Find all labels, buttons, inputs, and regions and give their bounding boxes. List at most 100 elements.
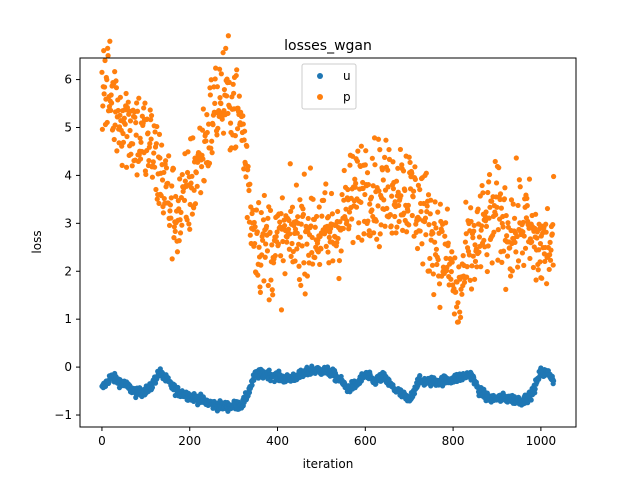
point-p: [472, 276, 478, 282]
point-p: [198, 190, 204, 196]
point-p: [269, 287, 275, 293]
point-p: [304, 241, 310, 247]
point-p: [431, 291, 437, 298]
point-p: [395, 165, 401, 171]
point-p: [99, 69, 105, 75]
point-p: [108, 92, 114, 98]
point-p: [286, 217, 292, 223]
point-p: [334, 239, 340, 246]
point-p: [383, 137, 389, 143]
point-p: [150, 159, 156, 165]
point-p: [343, 206, 349, 212]
point-p: [242, 128, 248, 134]
point-p: [360, 185, 366, 192]
y-tick-label: 3: [64, 216, 72, 230]
point-p: [209, 138, 215, 144]
point-p: [285, 226, 292, 232]
point-p: [113, 78, 119, 84]
point-p: [405, 208, 411, 214]
point-p: [496, 165, 502, 171]
point-p: [486, 215, 492, 221]
point-p: [366, 228, 372, 234]
point-p: [310, 196, 316, 202]
point-p: [312, 224, 318, 230]
point-p: [136, 95, 142, 101]
point-p: [168, 215, 174, 221]
point-p: [409, 212, 415, 219]
point-p: [221, 86, 228, 93]
point-p: [254, 229, 260, 235]
point-p: [171, 224, 177, 230]
point-p: [390, 159, 396, 165]
point-p: [125, 99, 131, 105]
point-p: [337, 219, 343, 225]
point-p: [305, 215, 311, 222]
point-p: [137, 156, 144, 162]
point-p: [426, 222, 432, 228]
point-p: [498, 205, 504, 211]
point-p: [410, 188, 417, 194]
point-p: [452, 255, 458, 261]
point-p: [265, 215, 271, 221]
point-p: [128, 151, 134, 157]
point-p: [234, 67, 240, 73]
point-u: [532, 386, 538, 392]
point-p: [264, 248, 271, 254]
point-p: [112, 122, 118, 128]
point-p: [435, 209, 441, 215]
point-p: [277, 219, 283, 225]
point-p: [163, 165, 170, 171]
point-p: [388, 223, 394, 229]
points-layer: [99, 33, 557, 414]
point-p: [133, 132, 139, 138]
point-p: [355, 234, 361, 240]
point-u: [417, 373, 423, 379]
point-p: [412, 164, 418, 170]
point-p: [401, 210, 407, 216]
point-p: [289, 204, 296, 210]
point-p: [232, 133, 238, 139]
point-p: [406, 154, 412, 160]
point-p: [423, 170, 429, 176]
point-p: [134, 100, 140, 106]
point-p: [294, 246, 300, 252]
point-p: [534, 235, 540, 241]
point-p: [358, 143, 364, 149]
point-p: [402, 187, 408, 193]
point-p: [169, 183, 175, 189]
point-p: [457, 314, 464, 320]
point-p: [304, 273, 310, 279]
point-p: [346, 223, 352, 229]
point-p: [515, 264, 521, 270]
point-p: [278, 211, 284, 217]
point-p: [511, 215, 518, 221]
point-p: [380, 177, 386, 183]
point-p: [484, 252, 490, 258]
point-p: [272, 253, 278, 259]
point-p: [189, 211, 195, 217]
point-p: [426, 268, 432, 274]
point-p: [213, 65, 219, 71]
point-p: [362, 162, 368, 168]
point-p: [217, 95, 223, 101]
point-p: [478, 264, 484, 270]
point-p: [191, 187, 197, 193]
point-p: [119, 162, 125, 168]
x-axis-label: iteration: [303, 457, 354, 471]
point-p: [105, 53, 111, 59]
point-p: [537, 259, 543, 265]
point-p: [127, 127, 133, 134]
point-p: [101, 84, 108, 90]
point-p: [414, 245, 421, 252]
point-p: [198, 164, 205, 170]
point-p: [481, 237, 487, 243]
point-p: [328, 225, 334, 232]
point-p: [427, 255, 433, 262]
point-p: [240, 113, 246, 119]
point-p: [505, 220, 511, 226]
point-p: [336, 275, 342, 282]
point-p: [299, 243, 305, 249]
point-p: [308, 223, 314, 229]
point-p: [418, 208, 424, 215]
